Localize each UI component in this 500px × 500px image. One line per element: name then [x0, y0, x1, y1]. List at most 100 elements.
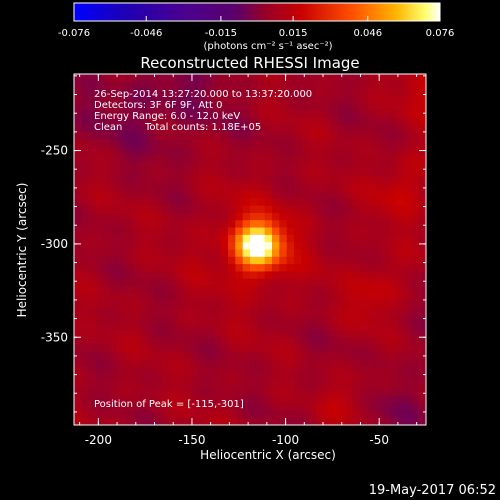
heat-cell: [279, 139, 288, 148]
heat-cell: [257, 125, 266, 134]
heat-cell: [411, 249, 420, 258]
heat-cell: [418, 103, 426, 112]
heat-cell: [352, 74, 361, 82]
heat-cell: [404, 271, 412, 280]
heat-cell: [162, 125, 170, 134]
heat-cell: [103, 227, 112, 236]
heat-cell: [184, 169, 192, 177]
heat-cell: [352, 322, 361, 331]
heat-cell: [206, 183, 214, 192]
heat-cell: [103, 359, 112, 368]
heat-cell: [103, 373, 112, 382]
heat-cell: [360, 403, 368, 411]
colorbar-tick-label: -0.015: [205, 28, 237, 39]
heat-cell: [250, 227, 258, 236]
heat-cell: [88, 344, 97, 353]
heat-cell: [301, 381, 310, 390]
heat-cell: [235, 271, 244, 280]
heat-cell: [220, 329, 229, 338]
heat-cell: [411, 212, 420, 221]
heat-cell: [396, 220, 405, 229]
heat-cell: [242, 300, 251, 309]
heat-cell: [330, 205, 339, 214]
heat-cell: [118, 315, 126, 324]
heat-cell: [220, 227, 229, 236]
heat-cell: [404, 117, 412, 126]
heat-cell: [154, 271, 163, 280]
heat-cell: [125, 271, 134, 280]
heat-cell: [294, 249, 302, 258]
heat-cell: [272, 125, 280, 134]
heat-cell: [198, 300, 207, 309]
heat-cell: [125, 351, 134, 360]
heat-cell: [147, 300, 156, 309]
heat-cell: [176, 205, 185, 214]
heat-cell: [81, 395, 90, 404]
heat-cell: [140, 300, 148, 309]
heat-cell: [264, 249, 273, 258]
heat-cell: [345, 154, 354, 163]
heat-cell: [118, 286, 126, 294]
heat-cell: [396, 329, 405, 338]
heat-cell: [206, 176, 214, 185]
heat-cell: [316, 278, 324, 287]
heat-cell: [257, 139, 266, 148]
heat-cell: [147, 308, 156, 316]
heat-cell: [184, 322, 192, 331]
heat-cell: [352, 81, 361, 90]
heat-cell: [330, 381, 339, 390]
heat-cell: [286, 308, 295, 316]
heat-cell: [154, 132, 163, 141]
heat-cell: [235, 300, 244, 309]
heat-cell: [418, 366, 426, 375]
heat-cell: [308, 117, 317, 126]
heat-cell: [396, 147, 405, 156]
heat-cell: [257, 169, 266, 177]
heat-cell: [103, 410, 112, 419]
heat-cell: [389, 139, 398, 148]
heat-cell: [294, 110, 302, 119]
heat-cell: [220, 359, 229, 368]
heat-cell: [132, 110, 141, 119]
heat-cell: [338, 198, 346, 207]
heat-cell: [323, 278, 332, 287]
heat-cell: [206, 344, 214, 353]
heat-cell: [396, 308, 405, 316]
heat-cell: [228, 117, 236, 126]
heat-cell: [308, 388, 317, 397]
heat-cell: [352, 110, 361, 119]
heat-cell: [404, 74, 412, 82]
heat-cell: [418, 410, 426, 419]
heat-cell: [404, 315, 412, 324]
heat-cell: [74, 220, 82, 229]
heat-cell: [404, 242, 412, 251]
heat-cell: [242, 154, 251, 163]
heat-cell: [125, 198, 134, 207]
heat-cell: [396, 191, 405, 199]
heat-cell: [242, 381, 251, 390]
heat-cell: [242, 103, 251, 112]
heat-cell: [110, 300, 119, 309]
heat-cell: [382, 337, 390, 346]
heat-cell: [228, 359, 236, 368]
heat-cell: [96, 322, 104, 331]
heat-cell: [301, 95, 310, 104]
heat-cell: [125, 293, 134, 302]
heat-cell: [81, 337, 90, 346]
heat-cell: [316, 410, 324, 419]
heat-cell: [81, 125, 90, 134]
heat-cell: [125, 125, 134, 134]
heat-cell: [184, 278, 192, 287]
heat-cell: [308, 95, 317, 104]
heat-cell: [404, 388, 412, 397]
heat-cell: [323, 308, 332, 316]
heat-cell: [396, 359, 405, 368]
heat-cell: [316, 183, 324, 192]
heat-cell: [257, 300, 266, 309]
heat-cell: [140, 286, 148, 294]
heat-cell: [382, 88, 390, 97]
heat-cell: [294, 154, 302, 163]
heat-cell: [154, 117, 163, 126]
heat-cell: [257, 264, 266, 273]
heat-cell: [294, 344, 302, 353]
